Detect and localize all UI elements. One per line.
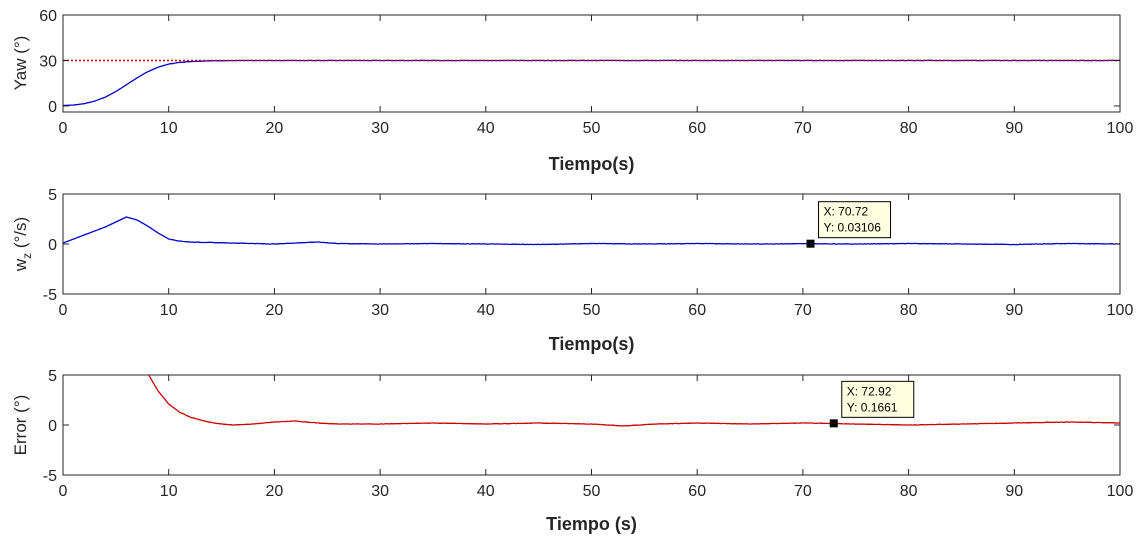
- error-x-tick-label: 30: [371, 483, 389, 500]
- wz-y-axis-label: wz (°/s): [11, 217, 34, 272]
- error-y-tick-label: 5: [48, 368, 57, 385]
- wz-series-line-1: [63, 216, 1120, 246]
- yaw-x-tick-label: 80: [900, 120, 918, 137]
- error-x-tick-label: 100: [1107, 483, 1134, 500]
- wz-x-tick-label: 70: [794, 302, 812, 319]
- wz-plot-lines: [63, 216, 1120, 246]
- yaw-y-tick-label: 0: [48, 99, 57, 116]
- error-y-axis-label: Error (°): [11, 395, 30, 456]
- error-panel: 0 10 20 30 40 50 60 70 80 90 100 50-5 X: 72.92Y: 0…: [11, 368, 1133, 534]
- wz-x-axis-label: Tiempo(s): [549, 334, 635, 354]
- yaw-y-axis-label: Yaw (°): [11, 36, 30, 91]
- wz-x-tick-label: 30: [371, 302, 389, 319]
- yaw-axes-box: [62, 14, 1121, 113]
- wz-y-label-units: (°/s): [11, 217, 30, 248]
- wz-x-ticks: 0 10 20 30 40 50 60 70 80 90 100: [59, 194, 1134, 319]
- yaw-y-tick-label: 60: [39, 8, 57, 25]
- error-x-tick-label: 80: [900, 483, 918, 500]
- yaw-x-tick-label: 60: [688, 120, 706, 137]
- wz-y-ticks: 5 0 -5: [43, 187, 1120, 304]
- wz-y-tick-label: -5: [43, 287, 57, 304]
- datatip-x-value: X: 72.92: [847, 384, 892, 398]
- wz-x-tick-label: 20: [266, 302, 284, 319]
- yaw-x-tick-label: 100: [1107, 120, 1134, 137]
- yaw-x-tick-label: 70: [794, 120, 812, 137]
- yaw-x-tick-label: 30: [371, 120, 389, 137]
- wz-x-tick-label: 90: [1005, 302, 1023, 319]
- error-x-tick-label: 0: [59, 483, 68, 500]
- error-y-ticks: 5 0 -5: [43, 368, 1120, 485]
- wz-x-tick-label: 40: [477, 302, 495, 319]
- error-plot-lines: [147, 375, 1120, 427]
- datatip-y-value: Y: 0.1661: [847, 400, 898, 414]
- wz-x-tick-label: 50: [583, 302, 601, 319]
- wz-y-tick-label: 0: [48, 237, 57, 254]
- yaw-panel: 0 10 20 30 40 50 60 70 80 90 100 0 30 60 Tiempo(s) Y…: [11, 8, 1133, 174]
- yaw-x-tick-label: 10: [160, 120, 178, 137]
- error-x-ticks: 0 10 20 30 40 50 60 70 80 90 100: [59, 375, 1134, 500]
- yaw-x-tick-label: 50: [583, 120, 601, 137]
- error-y-tick-label: 0: [48, 418, 57, 435]
- error-x-tick-label: 20: [266, 483, 284, 500]
- datatip-marker[interactable]: [806, 239, 815, 248]
- error-x-axis-label: Tiempo (s): [546, 514, 637, 534]
- yaw-x-tick-label: 0: [59, 120, 68, 137]
- wz-panel: 0 10 20 30 40 50 60 70 80 90 100 50-5 X: 70.72Y: 0…: [11, 187, 1133, 354]
- wz-x-tick-label: 10: [160, 302, 178, 319]
- datatip-box: [818, 201, 892, 239]
- wz-datatips: X: 70.72 Y: 0.03106: [806, 201, 892, 248]
- datatip-x-value: X: 70.72: [824, 205, 869, 219]
- yaw-y-ticks: 0 30 60: [39, 8, 1120, 116]
- error-x-tick-label: 70: [794, 483, 812, 500]
- yaw-x-tick-label: 90: [1005, 120, 1023, 137]
- error-axes-box: [62, 374, 1121, 476]
- wz-y-label-subscript: z: [20, 253, 34, 259]
- wz-x-tick-label: 80: [900, 302, 918, 319]
- error-x-tick-label: 50: [583, 483, 601, 500]
- yaw-x-axis-label: Tiempo(s): [549, 154, 635, 174]
- wz-y-label-main: w: [11, 258, 30, 272]
- error-x-tick-label: 40: [477, 483, 495, 500]
- wz-x-tick-label: 100: [1107, 302, 1134, 319]
- wz-x-tick-label: 60: [688, 302, 706, 319]
- datatip-marker[interactable]: [829, 419, 838, 428]
- yaw-plot-lines: [63, 59, 1120, 107]
- datatip-box: [841, 380, 915, 418]
- error-x-tick-label: 60: [688, 483, 706, 500]
- datatip-y-value: Y: 0.03106: [824, 221, 882, 235]
- error-x-tick-label: 10: [160, 483, 178, 500]
- error-y-tick-label: -5: [43, 468, 57, 485]
- wz-x-tick-label: 0: [59, 302, 68, 319]
- error-x-tick-label: 90: [1005, 483, 1023, 500]
- error-datatips: X: 72.92 Y: 0.1661: [829, 380, 915, 428]
- yaw-x-tick-label: 40: [477, 120, 495, 137]
- yaw-x-tick-label: 20: [266, 120, 284, 137]
- yaw-x-ticks: 0 10 20 30 40 50 60 70 80 90 100: [59, 15, 1134, 137]
- error-series-line-1: [147, 375, 1120, 427]
- yaw-y-tick-label: 30: [39, 53, 57, 70]
- wz-y-tick-label: 5: [48, 187, 57, 204]
